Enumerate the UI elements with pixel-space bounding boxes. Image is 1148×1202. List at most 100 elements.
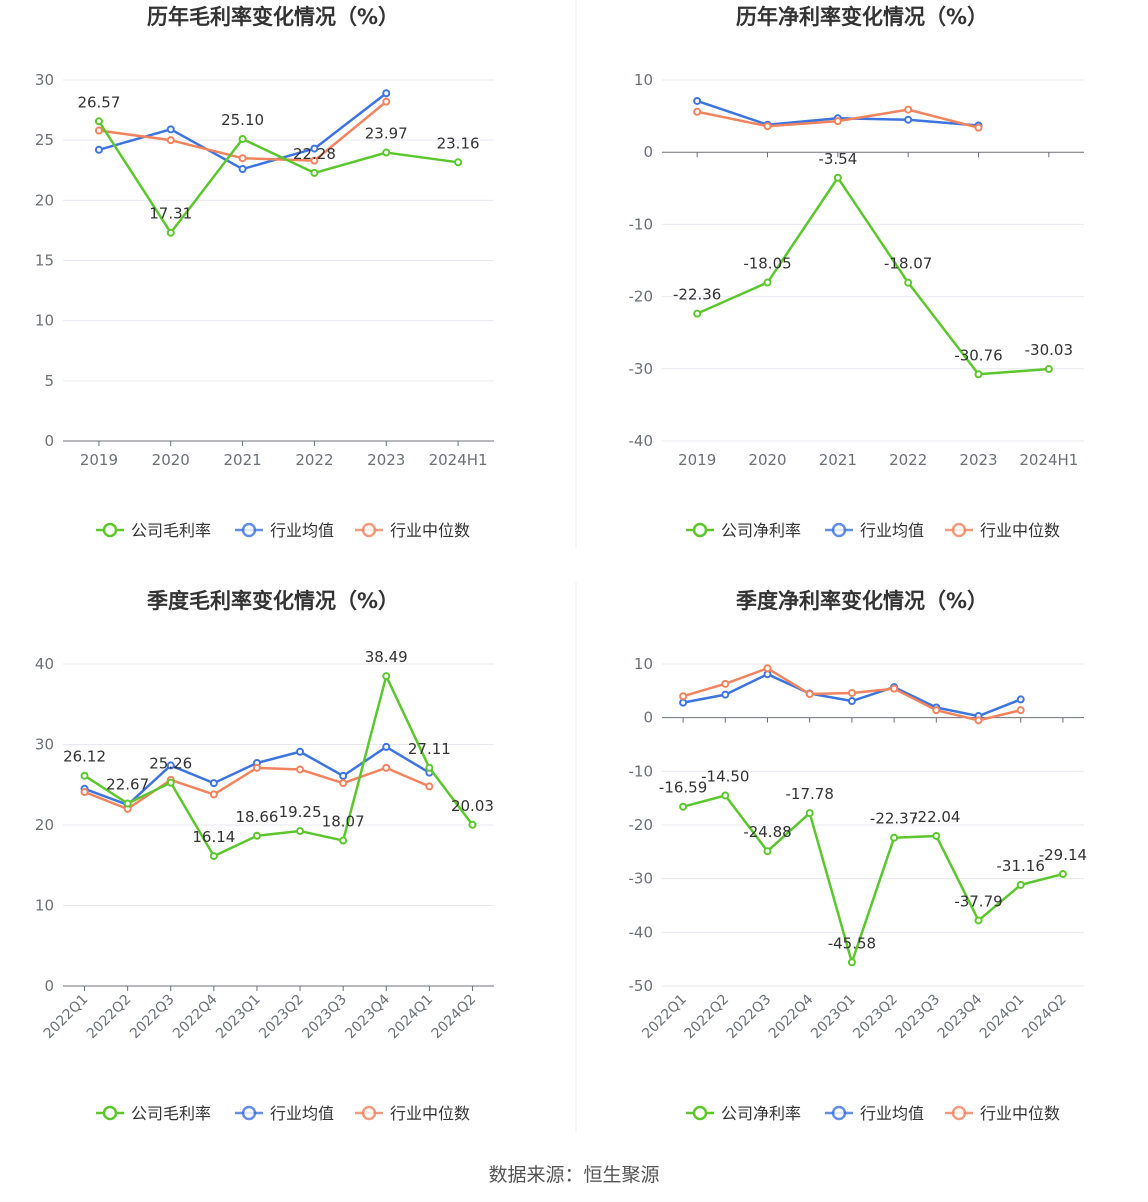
x-tick-label: 2024Q2 [429,992,480,1043]
data-point-company [904,278,913,287]
data-label: 16.14 [192,828,235,846]
data-point-industry_median [833,117,842,126]
data-point-company [932,831,941,840]
legend-marker-icon [241,522,257,538]
data-point-industry_median [382,763,391,772]
y-tick-label: 10 [35,897,54,915]
legend-marker-icon [831,1105,847,1121]
data-point-company [382,672,391,681]
data-point-company [847,958,856,967]
x-tick-label: 2024Q2 [1019,992,1070,1043]
data-point-industry_median [238,154,247,163]
data-label: 26.12 [63,748,106,766]
x-tick-label: 2022Q4 [766,991,817,1042]
data-point-company [1058,870,1067,879]
data-point-industry_median [166,136,175,145]
x-tick-label: 2022Q3 [724,992,775,1043]
legend-marker-icon [831,522,847,538]
data-point-industry_avg [166,125,175,134]
data-point-company [693,309,702,318]
data-point-industry_median [721,679,730,688]
y-tick-label: 5 [44,372,54,390]
x-tick-label: 2023Q4 [342,991,393,1042]
legend-item-company: 公司毛利率 [96,1104,211,1123]
legend-marker-icon [102,522,118,538]
data-point-industry_median [80,787,89,796]
y-tick-label: 0 [643,143,653,161]
legend-item-company: 公司净利率 [686,1104,801,1123]
legend-label: 行业中位数 [980,1104,1060,1123]
data-point-company [454,158,463,167]
chart-title: 历年净利率变化情况（%） [736,5,988,29]
legend-label: 公司净利率 [721,1104,801,1123]
data-point-company [974,916,983,925]
data-point-company [238,134,247,143]
x-tick-label: 2023 [367,451,405,469]
data-point-industry_avg [679,698,688,707]
y-tick-label: -20 [629,288,654,306]
data-label: -18.05 [743,255,791,273]
data-point-industry_median [310,156,319,165]
x-tick-label: 2022Q1 [41,992,92,1043]
data-label: -24.88 [743,823,791,841]
legend-marker-icon [951,1105,967,1121]
x-tick-label: 2022Q3 [127,992,178,1043]
legend-marker-icon [951,522,967,538]
x-tick-label: 2022Q2 [84,992,135,1043]
data-point-industry_median [296,765,305,774]
y-tick-label: 25 [35,131,54,149]
data-point-industry_avg [693,96,702,105]
data-label: 38.49 [365,648,408,666]
x-tick-label: 2024H1 [429,451,488,469]
legend-marker-icon [692,1105,708,1121]
y-tick-label: -50 [629,977,654,995]
data-label: 17.31 [149,205,192,223]
data-label: 18.07 [322,813,365,831]
data-point-company [721,791,730,800]
y-tick-label: 10 [634,71,653,89]
y-tick-label: -40 [629,432,654,450]
data-point-company [252,831,261,840]
data-point-company [425,763,434,772]
legend-marker-icon [361,522,377,538]
legend-label: 行业均值 [860,1104,924,1123]
x-tick-label: 2021 [819,451,857,469]
data-label: -37.79 [954,892,1002,910]
legend-item-industry_median: 行业中位数 [945,1104,1060,1123]
x-tick-label: 2023Q3 [893,992,944,1043]
x-tick-label: 2019 [678,451,716,469]
legend-item-industry_median: 行业中位数 [355,521,470,540]
y-tick-label: 20 [35,816,54,834]
data-point-industry_median [847,688,856,697]
data-point-company [209,852,218,861]
data-label: -30.03 [1025,341,1073,359]
x-tick-label: 2020 [748,451,786,469]
legend-label: 公司毛利率 [131,521,211,540]
data-point-company [166,778,175,787]
data-point-industry_avg [238,165,247,174]
data-point-industry_avg [847,697,856,706]
data-point-company [468,820,477,829]
data-point-industry_median [763,664,772,673]
data-point-industry_avg [382,89,391,98]
data-point-company [166,228,175,237]
legend-item-industry_median: 行业中位数 [355,1104,470,1123]
legend-marker-icon [692,522,708,538]
x-tick-label: 2021 [223,451,261,469]
data-label: -29.14 [1039,846,1087,864]
legend-label: 行业中位数 [390,1104,470,1123]
data-point-industry_median [339,779,348,788]
x-tick-label: 2022Q1 [639,992,690,1043]
data-point-company [974,370,983,379]
data-point-industry_avg [94,145,103,154]
data-label: -22.37 [870,810,918,828]
y-tick-label: 40 [35,655,54,673]
series-line-company [83,674,474,858]
chart-panel-1: 历年毛利率变化情况（%） 0 5 10 15 20 25 30 2019 2020 2021 2022… [35,5,494,540]
data-point-company [1016,880,1025,889]
data-point-industry_avg [382,742,391,751]
data-point-industry_median [932,706,941,715]
y-tick-label: 10 [634,655,653,673]
data-label: -18.07 [884,255,932,273]
